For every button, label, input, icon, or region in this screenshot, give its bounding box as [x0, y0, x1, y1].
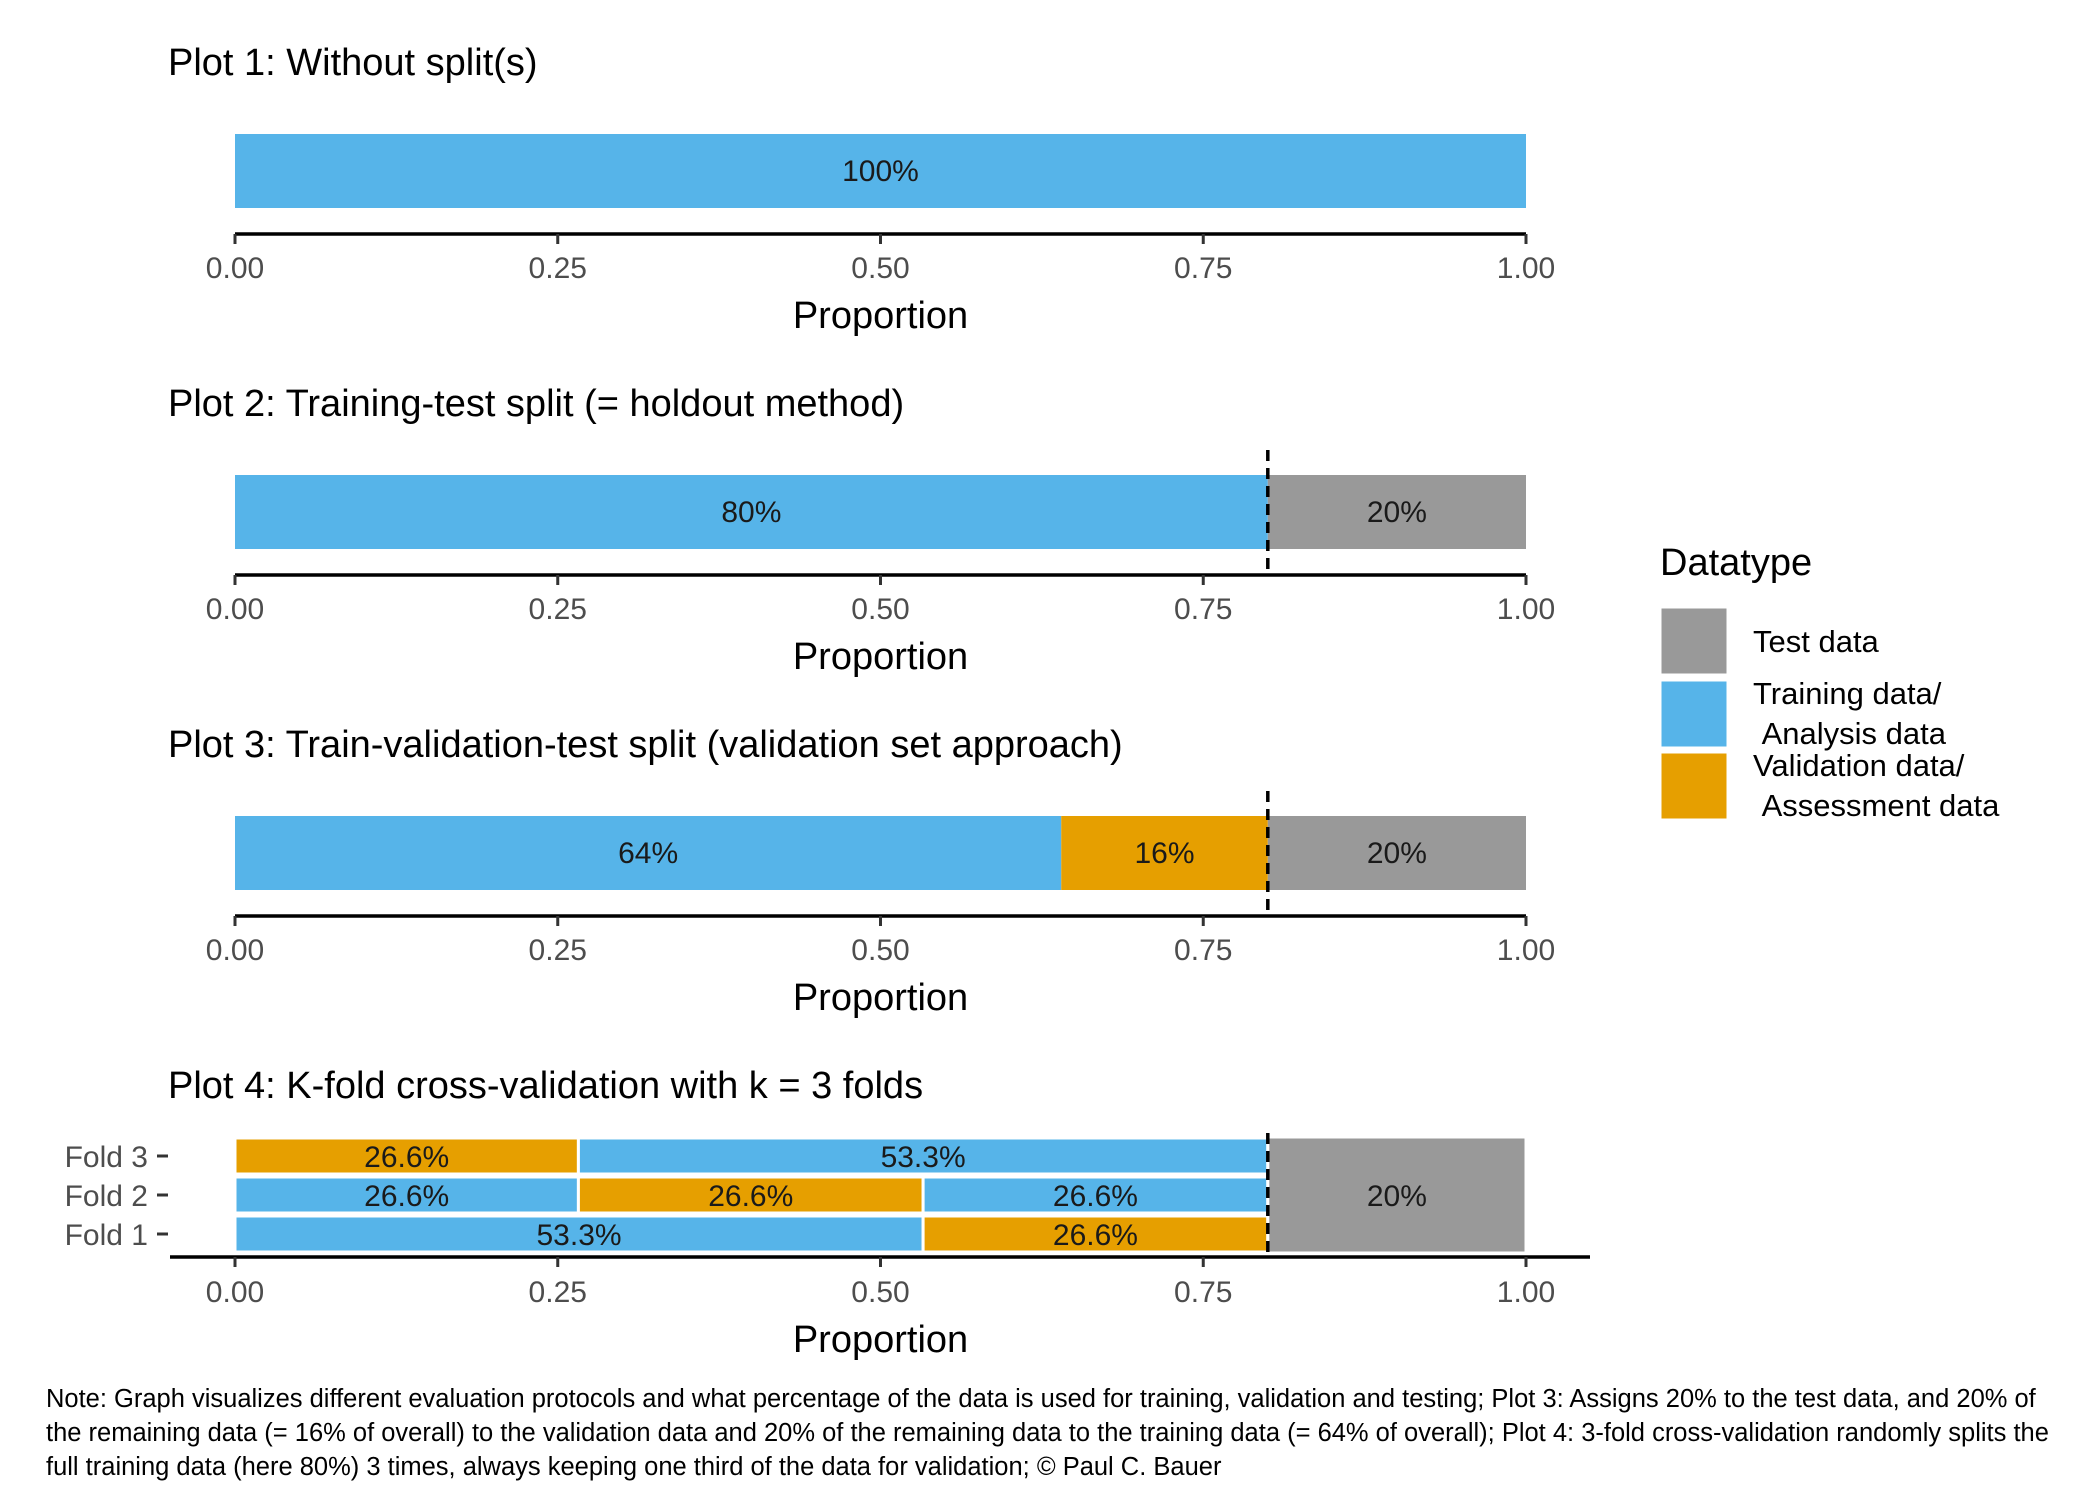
fold-bar-shared-test [1266, 1135, 1528, 1255]
panel-3-bar-train-0 [235, 816, 1062, 890]
panel-2-x-tick-label-4: 1.00 [1497, 593, 1555, 626]
fold-bar-label-2-1: 26.6% [1053, 1219, 1138, 1252]
legend-key-test [1658, 605, 1730, 677]
fold-bar-fold-1-train-0 [233, 1214, 925, 1254]
legend-label-test: Test data [1753, 624, 1880, 659]
legend-key-validation [1658, 750, 1730, 822]
y-tick-label-fold-1: Fold 1 [65, 1219, 148, 1252]
legend-label-validation-line-0: Validation data/ [1753, 748, 1965, 783]
panel-2-x-tick-label-3: 0.75 [1174, 593, 1232, 626]
panel-3-x-tick-label-2: 0.50 [851, 934, 909, 967]
panel-4-x-tick-label-1: 0.25 [529, 1276, 587, 1309]
panel-4-x-axis-label: Proportion [793, 1319, 968, 1361]
panel-4-x-tick-label-3: 0.75 [1174, 1276, 1232, 1309]
panel-2-bar-label-0: 80% [721, 496, 781, 529]
legend-label-train: Training data/ Analysis data [1753, 676, 1947, 751]
panel-1-x-tick-label-3: 0.75 [1174, 252, 1232, 285]
fold-bar-label-1-0: 26.6% [364, 1180, 449, 1213]
panel-2-x-tick-label-2: 0.50 [851, 593, 909, 626]
fold-bar-label-2-0: 53.3% [537, 1219, 622, 1252]
panel-2-bar-label-1: 20% [1367, 496, 1427, 529]
panel-3-title: Plot 3: Train-validation-test split (val… [168, 724, 1123, 766]
panel-1-title: Plot 1: Without split(s) [168, 42, 538, 84]
y-tick-label-fold-2: Fold 2 [65, 1180, 148, 1213]
panel-3-bar-label-1: 16% [1134, 837, 1194, 870]
legend-title: Datatype [1660, 542, 1812, 584]
panel-4-x-tick-label-4: 1.00 [1497, 1276, 1555, 1309]
fold-bar-fold-2-validation-1 [576, 1175, 925, 1215]
panel-1-x-tick-label-2: 0.50 [851, 252, 909, 285]
fold-bar-label-1-2: 26.6% [1053, 1180, 1138, 1213]
panel-2-bar-test-1 [1267, 475, 1526, 549]
panel-3-x-tick-label-3: 0.75 [1174, 934, 1232, 967]
legend-label-train-line-1: Analysis data [1753, 716, 1947, 751]
panel-4-x-tick-label-0: 0.00 [206, 1276, 264, 1309]
legend-label-validation: Validation data/ Assessment data [1753, 748, 2000, 823]
fold-bar-label-0-0: 26.6% [364, 1141, 449, 1174]
panel-3-x-tick-label-0: 0.00 [206, 934, 264, 967]
y-tick-label-fold-3: Fold 3 [65, 1141, 148, 1174]
panel-1-x-axis-label: Proportion [793, 295, 968, 337]
panel-2-x-tick-label-0: 0.00 [206, 593, 264, 626]
panel-3-bar-label-2: 20% [1367, 837, 1427, 870]
panel-1-x-tick-label-4: 1.00 [1497, 252, 1555, 285]
panel-1-x-tick-label-1: 0.25 [529, 252, 587, 285]
panel-3-x-axis-label: Proportion [793, 977, 968, 1019]
panel-2-x-tick-label-1: 0.25 [529, 593, 587, 626]
panel-1-bar-label-0: 100% [842, 155, 919, 188]
panel-4-x-tick-label-2: 0.50 [851, 1276, 909, 1309]
panel-1-x-tick-label-0: 0.00 [206, 252, 264, 285]
legend-label-validation-line-1: Assessment data [1753, 788, 2000, 823]
panel-3-x-tick-label-1: 0.25 [529, 934, 587, 967]
panel-2-title: Plot 2: Training-test split (= holdout m… [168, 383, 904, 425]
fold-bar-shared-test-label: 20% [1367, 1180, 1427, 1213]
legend-label-train-line-0: Training data/ [1753, 676, 1942, 711]
panel-2-bar-train-0 [235, 475, 1268, 549]
panel-4-title: Plot 4: K-fold cross-validation with k =… [168, 1065, 923, 1107]
fold-bar-label-0-1: 53.3% [881, 1141, 966, 1174]
panel-2-x-axis-label: Proportion [793, 636, 968, 678]
panel-3-bar-label-0: 64% [618, 837, 678, 870]
figure-note: Note: Graph visualizes different evaluat… [46, 1385, 2049, 1481]
panel-3-bar-validation-1 [1061, 816, 1268, 890]
panel-3-x-tick-label-4: 1.00 [1497, 934, 1555, 967]
legend-key-train [1658, 678, 1730, 750]
panel-3-bar-test-2 [1267, 816, 1526, 890]
panel-1-bar-train-0 [235, 134, 1526, 208]
fold-bar-fold-2-train-2 [921, 1175, 1270, 1215]
fold-bar-label-1-1: 26.6% [708, 1180, 793, 1213]
